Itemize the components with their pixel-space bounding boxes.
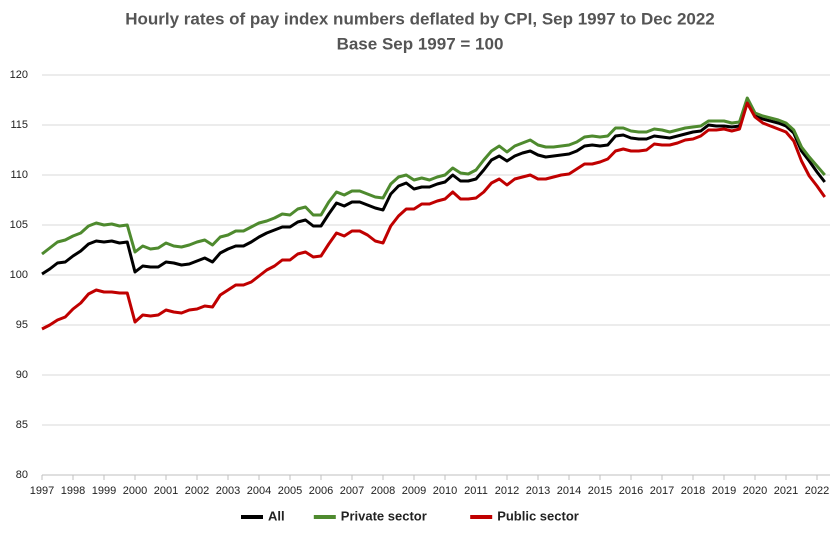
y-tick-label: 105 (10, 219, 28, 231)
x-tick-label: 2004 (247, 485, 271, 497)
legend-label: Private sector (341, 508, 427, 523)
y-tick-label: 100 (10, 269, 28, 281)
chart-title: Hourly rates of pay index numbers deflat… (125, 9, 715, 28)
x-tick-label: 2008 (371, 485, 395, 497)
x-tick-label: 1998 (61, 485, 85, 497)
x-tick-label: 2010 (433, 485, 457, 497)
legend-label: Public sector (497, 508, 579, 523)
x-tick-label: 2018 (681, 485, 705, 497)
y-tick-label: 85 (16, 419, 28, 431)
x-tick-label: 1999 (92, 485, 116, 497)
x-tick-label: 2012 (495, 485, 519, 497)
y-tick-label: 120 (10, 69, 28, 81)
x-tick-label: 2005 (278, 485, 302, 497)
y-tick-label: 80 (16, 469, 28, 481)
x-tick-label: 2001 (154, 485, 178, 497)
x-tick-label: 2009 (402, 485, 426, 497)
x-tick-label: 2002 (185, 485, 209, 497)
x-tick-label: 2020 (743, 485, 767, 497)
x-tick-label: 2019 (712, 485, 736, 497)
x-tick-label: 2013 (526, 485, 550, 497)
x-tick-label: 2011 (464, 485, 488, 497)
series-line (41, 101, 826, 331)
chart-subtitle: Base Sep 1997 = 100 (337, 34, 504, 53)
x-tick-label: 2000 (123, 485, 147, 497)
x-tick-label: 2021 (774, 485, 798, 497)
x-tick-label: 1997 (30, 485, 54, 497)
y-tick-label: 90 (16, 369, 28, 381)
x-tick-label: 2014 (557, 485, 581, 497)
x-tick-label: 2015 (588, 485, 612, 497)
x-tick-label: 2017 (650, 485, 674, 497)
x-tick-label: 2006 (309, 485, 333, 497)
x-tick-label: 2016 (619, 485, 643, 497)
series-line (41, 99, 826, 276)
legend-label: All (268, 508, 285, 523)
x-tick-label: 2003 (216, 485, 240, 497)
series-line (41, 96, 826, 256)
x-tick-label: 2007 (340, 485, 364, 497)
x-tick-label: 2022 (805, 485, 829, 497)
y-tick-label: 115 (10, 119, 28, 131)
y-tick-label: 95 (16, 319, 28, 331)
y-tick-label: 110 (10, 169, 28, 181)
